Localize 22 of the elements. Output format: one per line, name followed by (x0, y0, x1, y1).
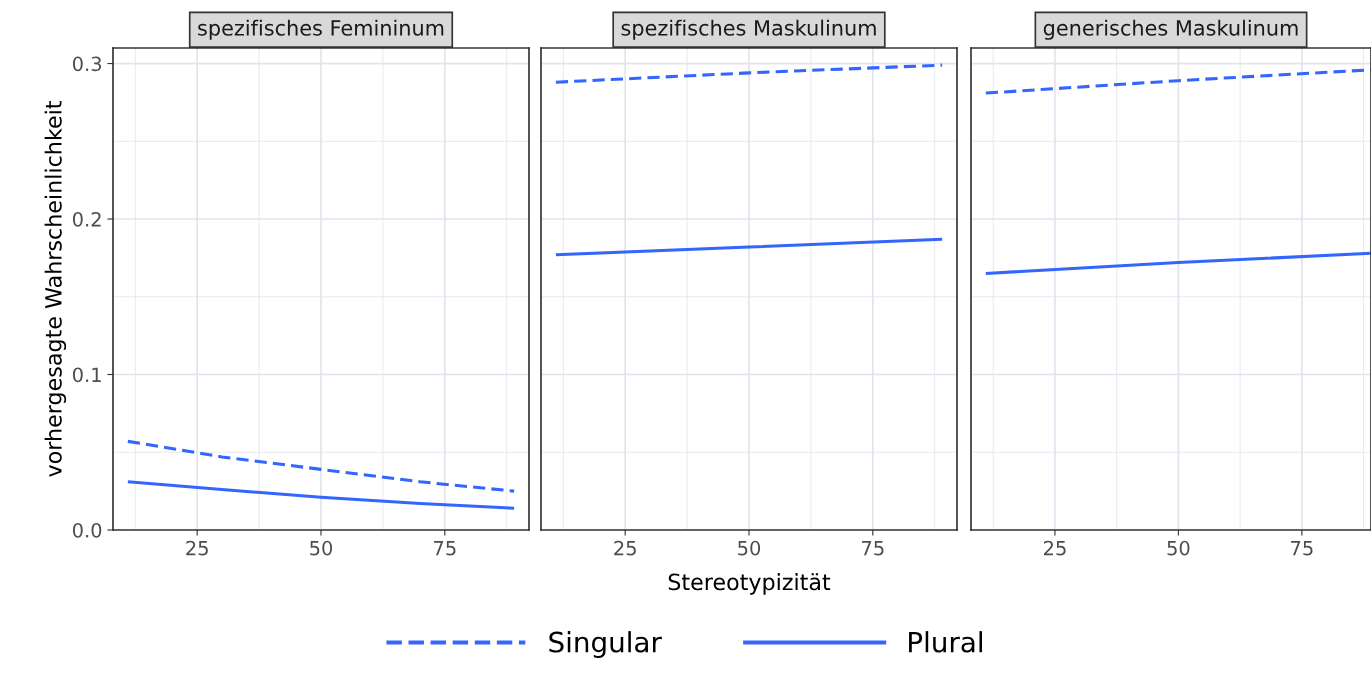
x-tick-label: 25 (614, 540, 636, 556)
line-series (126, 480, 516, 510)
x-tick-label: 50 (1167, 540, 1190, 556)
y-tick-label: 0.0 (72, 522, 102, 538)
x-tick-label: 25 (1044, 540, 1066, 556)
x-tick-label: 75 (434, 541, 456, 556)
x-tick-label: 50 (310, 540, 333, 556)
line-series (126, 439, 516, 493)
chart-title: spezifisches Maskulinum (621, 19, 876, 40)
x-tick-label: 75 (1291, 541, 1313, 556)
y-axis-title: vorhergesagte Wahrscheinlichkeit (44, 101, 67, 477)
chart-title: generisches Maskulinum (1043, 19, 1298, 40)
chart-title: spezifisches Femininum (198, 19, 444, 40)
legend-label: Plural (909, 631, 982, 653)
y-tick-label: 0.2 (72, 211, 101, 227)
x-axis-title: Stereotypizität (668, 573, 831, 595)
x-tick-label: 75 (862, 541, 884, 556)
legend-label: Singular (549, 631, 662, 658)
y-tick-label: 0.3 (72, 56, 102, 72)
x-tick-label: 25 (186, 540, 208, 556)
x-tick-label: 50 (738, 540, 761, 556)
y-tick-label: 0.1 (72, 367, 101, 383)
